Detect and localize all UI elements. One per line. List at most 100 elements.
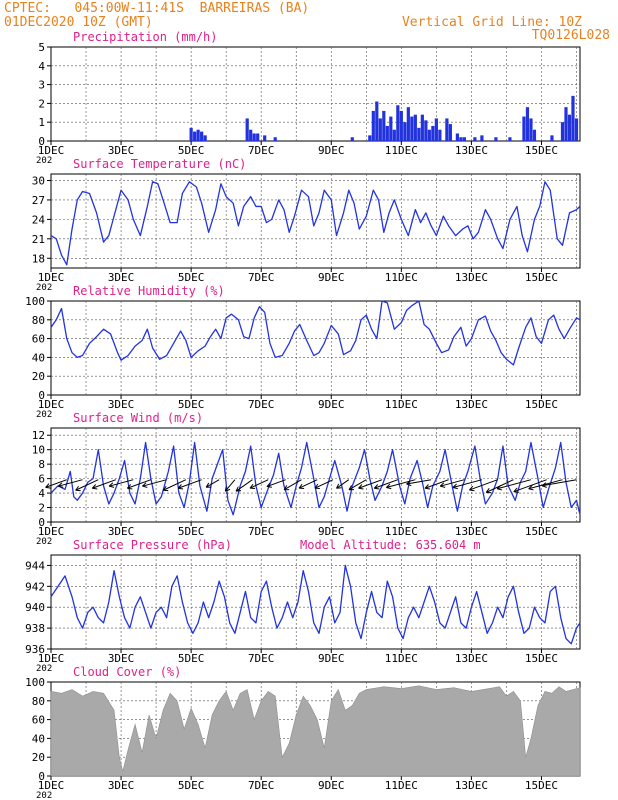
wind-vector — [205, 479, 220, 488]
pres-year-stub: 202 — [36, 664, 52, 674]
wind-vector-head — [424, 484, 429, 489]
precip-xtick-label: 9DEC — [318, 144, 345, 157]
wind-vector-head — [513, 487, 518, 493]
wind-vector-head — [178, 487, 184, 490]
wind-vector-head — [469, 485, 474, 491]
temp-xtick-label: 9DEC — [318, 271, 345, 284]
cloud-xtick-label: 15DEC — [525, 779, 558, 792]
pres-ytick-label: 942 — [25, 580, 45, 593]
pres-frame — [50, 554, 581, 650]
rh-frame — [50, 300, 581, 396]
wind-vector-head — [126, 484, 132, 489]
temp-xtick-label: 7DEC — [248, 271, 275, 284]
precip-bar — [200, 131, 204, 141]
wind-vector-head — [205, 482, 210, 488]
precip-bar — [403, 122, 407, 141]
cloud-xtick-label: 13DEC — [455, 779, 488, 792]
rh-xtick-label: 7DEC — [248, 398, 275, 411]
precip-bar — [564, 107, 568, 141]
wind-vector-head — [440, 485, 446, 488]
precip-bar — [385, 125, 389, 141]
precip-bar — [368, 135, 372, 141]
wind-vector-head — [266, 482, 271, 487]
wind-vector — [497, 479, 532, 490]
precip-bar — [574, 118, 579, 141]
wind-vector-head — [336, 483, 340, 489]
wind-xtick-label: 13DEC — [455, 525, 488, 538]
precip-bar — [193, 131, 197, 141]
precip-bar — [350, 137, 354, 141]
wind-vector-head — [406, 483, 412, 487]
precip-bar — [525, 107, 530, 141]
cloud-ytick-label: 40 — [32, 732, 45, 745]
wind-vector — [336, 479, 350, 489]
wind-vector — [452, 479, 483, 488]
precip-bar — [413, 114, 417, 141]
cloud-xtick-label: 3DEC — [108, 779, 135, 792]
precip-bar — [431, 125, 435, 141]
pres-annotation: Model Altitude: 635.604 m — [300, 538, 481, 552]
wind-title: Surface Wind (m/s) — [73, 411, 203, 425]
wind-vector — [440, 479, 465, 487]
precip-bar — [529, 118, 533, 141]
pres-ytick-label: 944 — [25, 559, 45, 572]
wind-vector — [142, 479, 167, 487]
precip-year-stub: 202 — [36, 156, 52, 166]
temp-xtick-label: 1DEC — [38, 271, 65, 284]
wind-vector — [235, 479, 253, 492]
precip-ytick-label: 0 — [38, 135, 45, 148]
wind-vector-head — [386, 483, 391, 488]
wind-vector — [75, 479, 99, 491]
precip-ytick-label: 3 — [38, 79, 45, 92]
rh-ytick-label: 60 — [32, 333, 45, 346]
cloud-ytick-label: 20 — [32, 751, 45, 764]
wind-vector — [358, 479, 383, 489]
temp-line — [50, 181, 581, 266]
wind-xtick-label: 15DEC — [525, 525, 558, 538]
precip-bar — [273, 137, 277, 141]
wind-vector — [45, 479, 67, 488]
wind-vector-head — [358, 487, 364, 490]
wind-xtick-label: 9DEC — [318, 525, 345, 538]
wind-ytick-label: 12 — [32, 429, 45, 442]
precip-bar — [494, 137, 498, 141]
temp-year-stub: 202 — [36, 283, 52, 293]
rh-xtick-label: 11DEC — [385, 398, 418, 411]
wind-vector — [177, 479, 202, 489]
temp-ytick-label: 21 — [32, 233, 45, 246]
wind-vector-head — [348, 485, 353, 490]
rh-xtick-label: 13DEC — [455, 398, 488, 411]
precip-ytick-label: 5 — [38, 41, 45, 54]
wind-vector-head — [314, 483, 319, 489]
rh-ytick-label: 20 — [32, 370, 45, 383]
wind-vector — [266, 479, 286, 488]
precip-bar — [406, 107, 410, 141]
rh-xtick-label: 5DEC — [178, 398, 205, 411]
wind-line — [50, 441, 581, 516]
precip-xtick-label: 13DEC — [455, 144, 488, 157]
wind-ytick-label: 4 — [38, 487, 45, 500]
precip-bar — [462, 137, 466, 141]
pres-xtick-label: 7DEC — [248, 652, 275, 665]
wind-xtick-label: 7DEC — [248, 525, 275, 538]
cloud-xtick-label: 9DEC — [318, 779, 345, 792]
wind-vector-head — [142, 482, 147, 487]
precip-bar — [434, 118, 438, 141]
cloud-cover-area — [50, 685, 581, 777]
precip-bar — [427, 129, 431, 141]
wind-vector — [224, 479, 236, 492]
precip-bar — [252, 133, 256, 141]
wind-vector-head — [541, 485, 547, 488]
wind-vector-head — [513, 491, 519, 493]
precip-bar — [455, 133, 459, 141]
cloud-title: Cloud Cover (%) — [73, 665, 181, 679]
rh-xtick-label: 9DEC — [318, 398, 345, 411]
wind-vector-head — [373, 484, 379, 489]
wind-vector-head — [336, 487, 342, 489]
rh-title: Relative Humidity (%) — [73, 284, 225, 298]
wind-vector-head — [108, 482, 114, 487]
precip-bar — [550, 135, 554, 141]
temp-xtick-label: 5DEC — [178, 271, 205, 284]
temp-ytick-label: 18 — [32, 252, 45, 265]
precip-bar — [396, 105, 400, 141]
